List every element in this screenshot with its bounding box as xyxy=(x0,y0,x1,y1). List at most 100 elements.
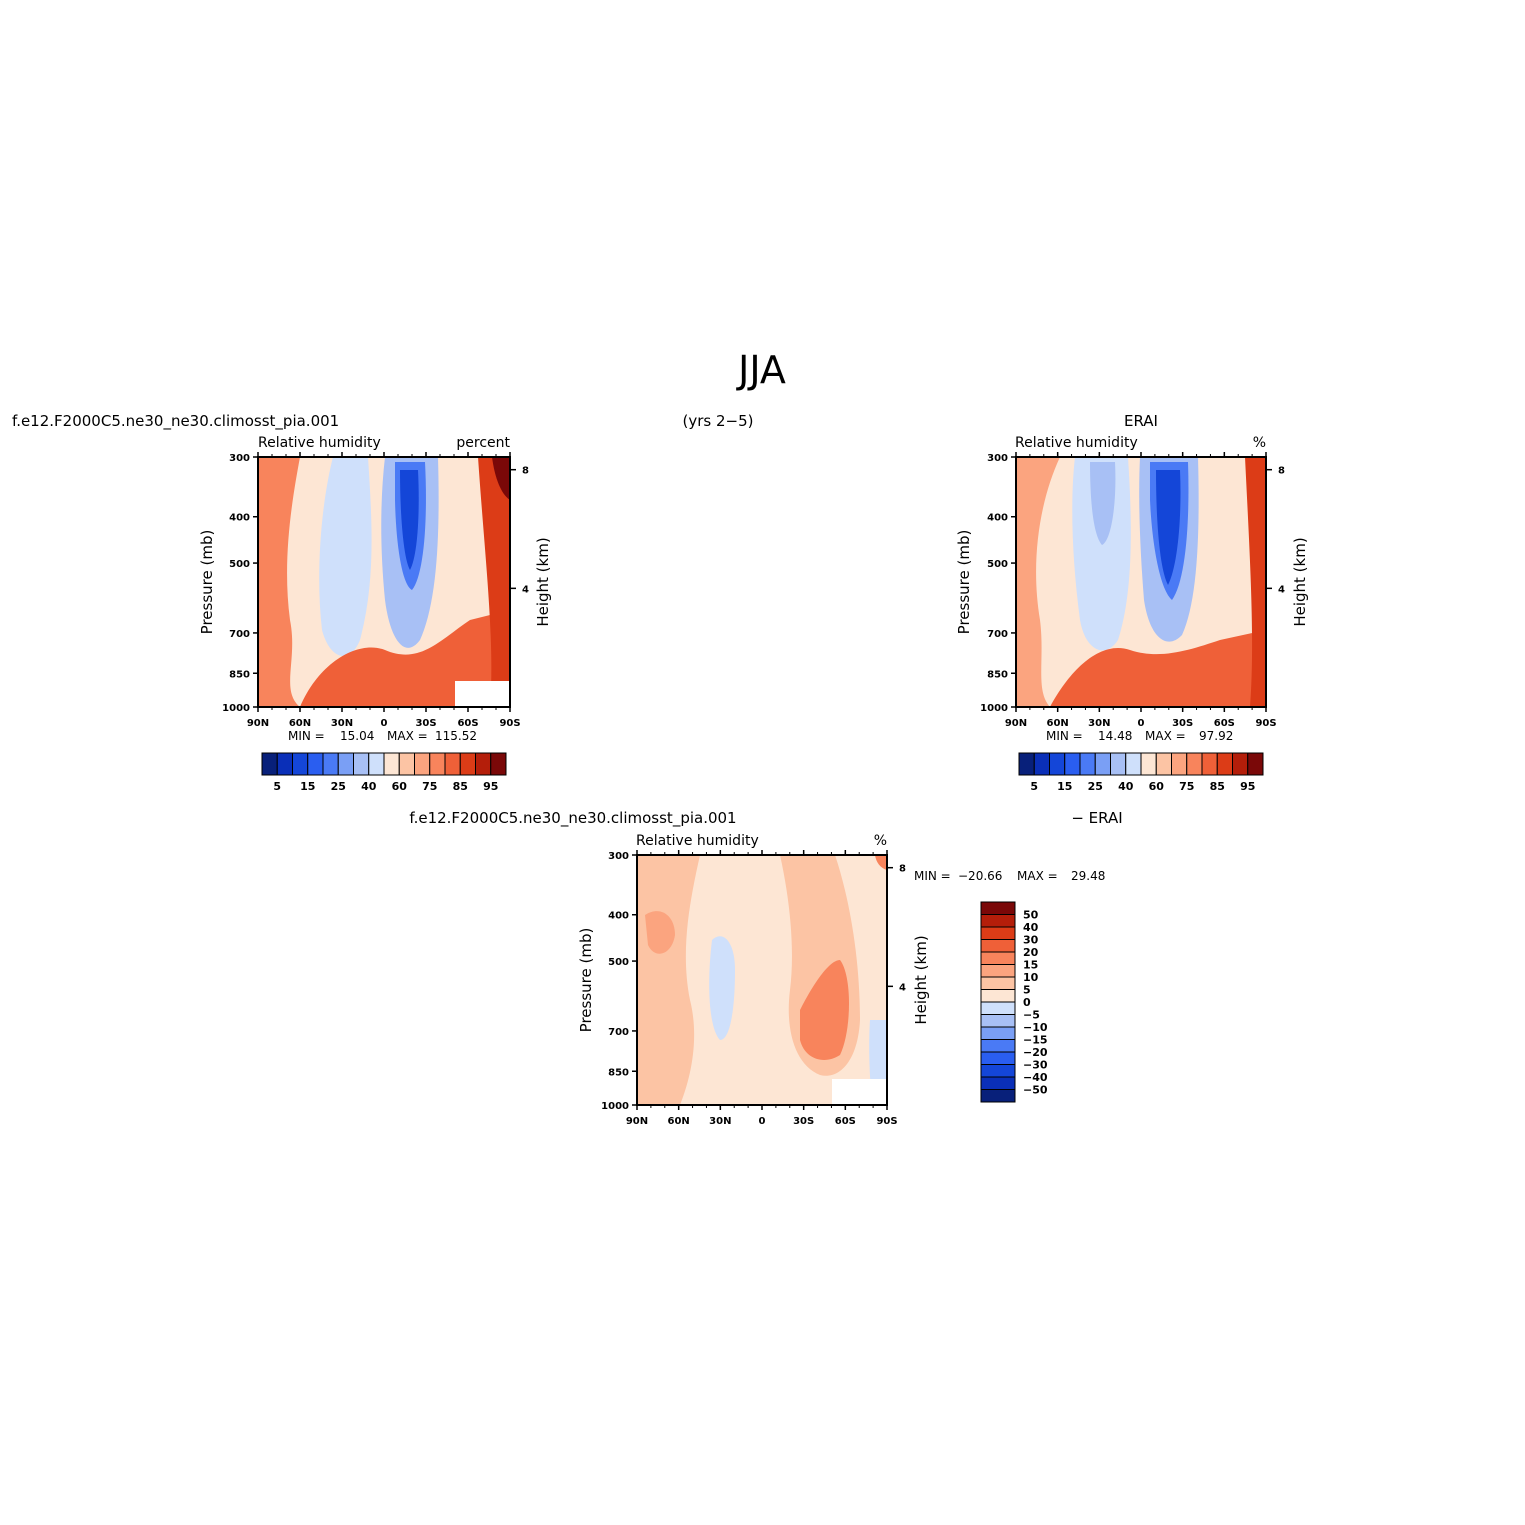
colorbar-label: 60 xyxy=(392,780,408,793)
panel-diff-min-label: MIN = xyxy=(914,869,951,883)
panel-model-y-tick-label: 1000 xyxy=(222,703,250,714)
panel-diff-contours xyxy=(637,855,887,1105)
panel-obs-plot-area xyxy=(1015,456,1267,708)
colorbar-swatch xyxy=(276,752,293,776)
colorbar-swatch xyxy=(490,752,507,776)
panel-model-max-label: MAX = xyxy=(387,729,428,743)
panel-model-y-tick-label: 300 xyxy=(229,453,250,464)
panel-model-colorbar: 5 15 25 40 60 75 85 95 xyxy=(261,752,507,793)
colorbar-swatch xyxy=(1186,752,1203,776)
panel-obs-min-label: MIN = xyxy=(1046,729,1083,743)
colorbar-label: 40 xyxy=(361,780,377,793)
panel-model-min-value: 15.04 xyxy=(340,729,374,743)
colorbar-label: 30 xyxy=(1023,934,1039,947)
colorbar-label: −15 xyxy=(1023,1034,1048,1047)
panel-diff-y-label: Pressure (mb) xyxy=(577,928,595,1033)
colorbar-label: 95 xyxy=(483,780,498,793)
colorbar-label: 15 xyxy=(1023,959,1038,972)
colorbar-label: 85 xyxy=(453,780,468,793)
panel-diff-y-tick-label: 1000 xyxy=(601,1101,629,1112)
panel-diff-plot-area xyxy=(636,854,888,1106)
panel-model-x-tick-label: 60N xyxy=(289,718,311,729)
panel-model-y-tick-label: 700 xyxy=(229,629,250,640)
colorbar-swatch xyxy=(1079,752,1096,776)
panel-model-max-value: 115.52 xyxy=(435,729,477,743)
panel-obs-dry-south-core xyxy=(1156,470,1181,585)
panel-obs-x-tick-label: 60S xyxy=(1214,718,1235,729)
colorbar-swatch xyxy=(292,752,309,776)
colorbar-swatch xyxy=(980,939,1016,953)
colorbar-label: 15 xyxy=(300,780,315,793)
colorbar-swatch xyxy=(475,752,492,776)
colorbar-label: −40 xyxy=(1023,1071,1048,1084)
colorbar-swatch xyxy=(980,989,1016,1003)
panel-diff-left-title: Relative humidity xyxy=(636,833,759,849)
panel-diff-axes: 90N 60N 30N 0 30S 60S 90S 300 400 500 700 850 1000 8 4 xyxy=(601,850,906,1127)
panel-obs-axes: 90N 60N 30N 0 30S 60S 90S 300 400 500 700 850 1000 8 4 xyxy=(980,452,1285,729)
colorbar-swatch xyxy=(353,752,370,776)
panel-diff-x-tick-label: 60N xyxy=(668,1116,690,1127)
colorbar-swatch xyxy=(980,914,1016,928)
colorbar-label: 15 xyxy=(1057,780,1072,793)
colorbar-label: −10 xyxy=(1023,1021,1048,1034)
panel-diff-height-tick-label: 4 xyxy=(899,982,906,993)
colorbar-swatch xyxy=(429,752,446,776)
colorbar-swatch xyxy=(980,1039,1016,1053)
panel-obs-x-tick-label: 0 xyxy=(1138,718,1145,729)
panel-diff-x-tick-label: 60S xyxy=(835,1116,856,1127)
panel-diff-max-label: MAX = xyxy=(1017,869,1058,883)
colorbar-label: 50 xyxy=(1023,909,1039,922)
panel-model-x-tick-label: 60S xyxy=(457,718,478,729)
panel-diff-right-title: % xyxy=(874,833,887,849)
colorbar-swatch xyxy=(980,1026,1016,1040)
colorbar-label: 40 xyxy=(1118,780,1134,793)
axes-layer: 90N 60N 30N 0 30S 60S 90S300400500700850100084… xyxy=(222,452,1285,1127)
colorbar-swatch xyxy=(1064,752,1081,776)
panel-model-x-tick-label: 90S xyxy=(499,718,520,729)
colorbar-swatch xyxy=(1247,752,1264,776)
diff-model-label: f.e12.F2000C5.ne30_ne30.climosst_pia.001 xyxy=(409,809,736,828)
panel-obs-x-tick-label: 90N xyxy=(1005,718,1027,729)
panel-diff-pos-south-core xyxy=(800,960,849,1060)
colorbar-swatch xyxy=(980,951,1016,965)
panel-diff-missing-data xyxy=(832,1079,887,1105)
panel-obs-x-tick-label: 60N xyxy=(1047,718,1069,729)
colorbar-label: 85 xyxy=(1210,780,1225,793)
colorbar-swatch xyxy=(1033,752,1050,776)
panel-diff-x-tick-label: 30N xyxy=(709,1116,731,1127)
panel-diff: Relative humidity % Pressure (mb) Height… xyxy=(577,833,1105,1106)
panel-obs-y-tick-label: 850 xyxy=(987,669,1008,680)
panel-diff-min-value: −20.66 xyxy=(958,869,1002,883)
panel-model-moist-south xyxy=(478,457,510,707)
panel-diff-pos-north-core xyxy=(645,911,675,954)
panel-obs-moist-north xyxy=(1016,457,1060,707)
panel-obs-x-tick-label: 30S xyxy=(1172,718,1193,729)
colorbar-swatch xyxy=(1094,752,1111,776)
panel-obs-right-title: % xyxy=(1253,435,1266,451)
panel-obs-y2-label: Height (km) xyxy=(1291,537,1309,626)
colorbar-label: 10 xyxy=(1023,971,1039,984)
panel-model-x-tick-label: 90N xyxy=(247,718,269,729)
colorbar-label: 75 xyxy=(1179,780,1194,793)
colorbar-swatch xyxy=(398,752,415,776)
panel-obs-height-tick-label: 4 xyxy=(1278,584,1285,595)
panel-diff-y-tick-label: 500 xyxy=(608,957,629,968)
panel-diff-y-tick-label: 300 xyxy=(608,851,629,862)
panel-obs-y-tick-label: 500 xyxy=(987,559,1008,570)
panel-model-dry-south-core xyxy=(400,470,419,570)
panel-model: Relative humidity percent Pressure (mb) … xyxy=(198,435,552,743)
panel-obs-y-tick-label: 400 xyxy=(987,513,1008,524)
colorbar-swatch xyxy=(459,752,476,776)
panel-obs-x-tick-label: 90S xyxy=(1255,718,1276,729)
panel-diff-y-tick-label: 850 xyxy=(608,1067,629,1078)
colorbar-label: 5 xyxy=(1030,780,1038,793)
panel-obs-y-tick-label: 700 xyxy=(987,629,1008,640)
colorbar-swatch xyxy=(1018,752,1035,776)
colorbar-label: 40 xyxy=(1023,921,1039,934)
colorbar-swatch xyxy=(980,1089,1016,1103)
panel-obs-moist-surface xyxy=(1050,630,1266,707)
panel-obs-dry-north xyxy=(1072,457,1131,651)
panel-model-moist-south-max xyxy=(492,457,510,500)
colorbar-swatch xyxy=(368,752,385,776)
